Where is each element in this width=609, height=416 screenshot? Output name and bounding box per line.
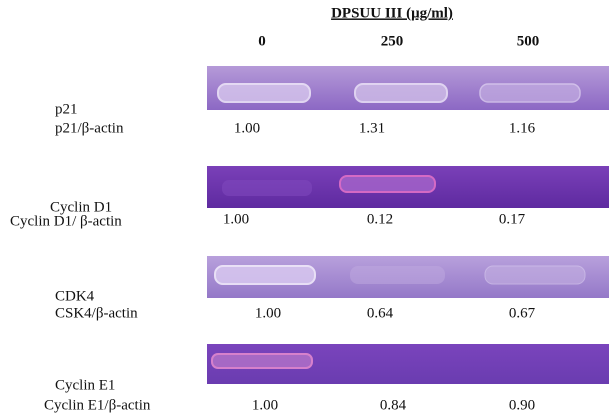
column-header: 0 bbox=[258, 33, 266, 49]
column-header: 250 bbox=[381, 33, 404, 49]
ratio-label: CSK4/β-actin bbox=[55, 305, 138, 321]
gel-strip bbox=[207, 66, 609, 110]
row-label: Cyclin D1 bbox=[50, 199, 112, 215]
ratio-value: 0.17 bbox=[499, 211, 526, 227]
ratio-value: 0.64 bbox=[367, 305, 394, 321]
ratio-value: 1.00 bbox=[252, 397, 278, 413]
ratio-value: 1.00 bbox=[223, 211, 249, 227]
ratio-value: 1.00 bbox=[255, 305, 281, 321]
ratio-label: Cyclin E1/β-actin bbox=[44, 397, 151, 413]
ratio-value: 0.12 bbox=[367, 211, 393, 227]
ratio-value: 0.67 bbox=[509, 305, 536, 321]
figure-title: DPSUU III (μg/ml) bbox=[331, 5, 453, 21]
row-label: Cyclin E1 bbox=[55, 377, 115, 393]
ratio-value: 1.16 bbox=[509, 120, 536, 136]
ratio-label: p21/β-actin bbox=[55, 120, 124, 136]
ratio-value: 0.90 bbox=[509, 397, 535, 413]
ratio-value: 1.00 bbox=[234, 120, 260, 136]
ratio-label: Cyclin D1/ β-actin bbox=[10, 213, 122, 229]
column-header: 500 bbox=[517, 33, 540, 49]
ratio-value: 0.84 bbox=[380, 397, 407, 413]
gel-strip bbox=[207, 344, 609, 384]
gel-strip bbox=[207, 166, 609, 208]
gel-strip bbox=[207, 256, 609, 298]
row-label: CDK4 bbox=[55, 288, 95, 304]
ratio-value: 1.31 bbox=[359, 120, 385, 136]
row-label: p21 bbox=[55, 101, 78, 117]
